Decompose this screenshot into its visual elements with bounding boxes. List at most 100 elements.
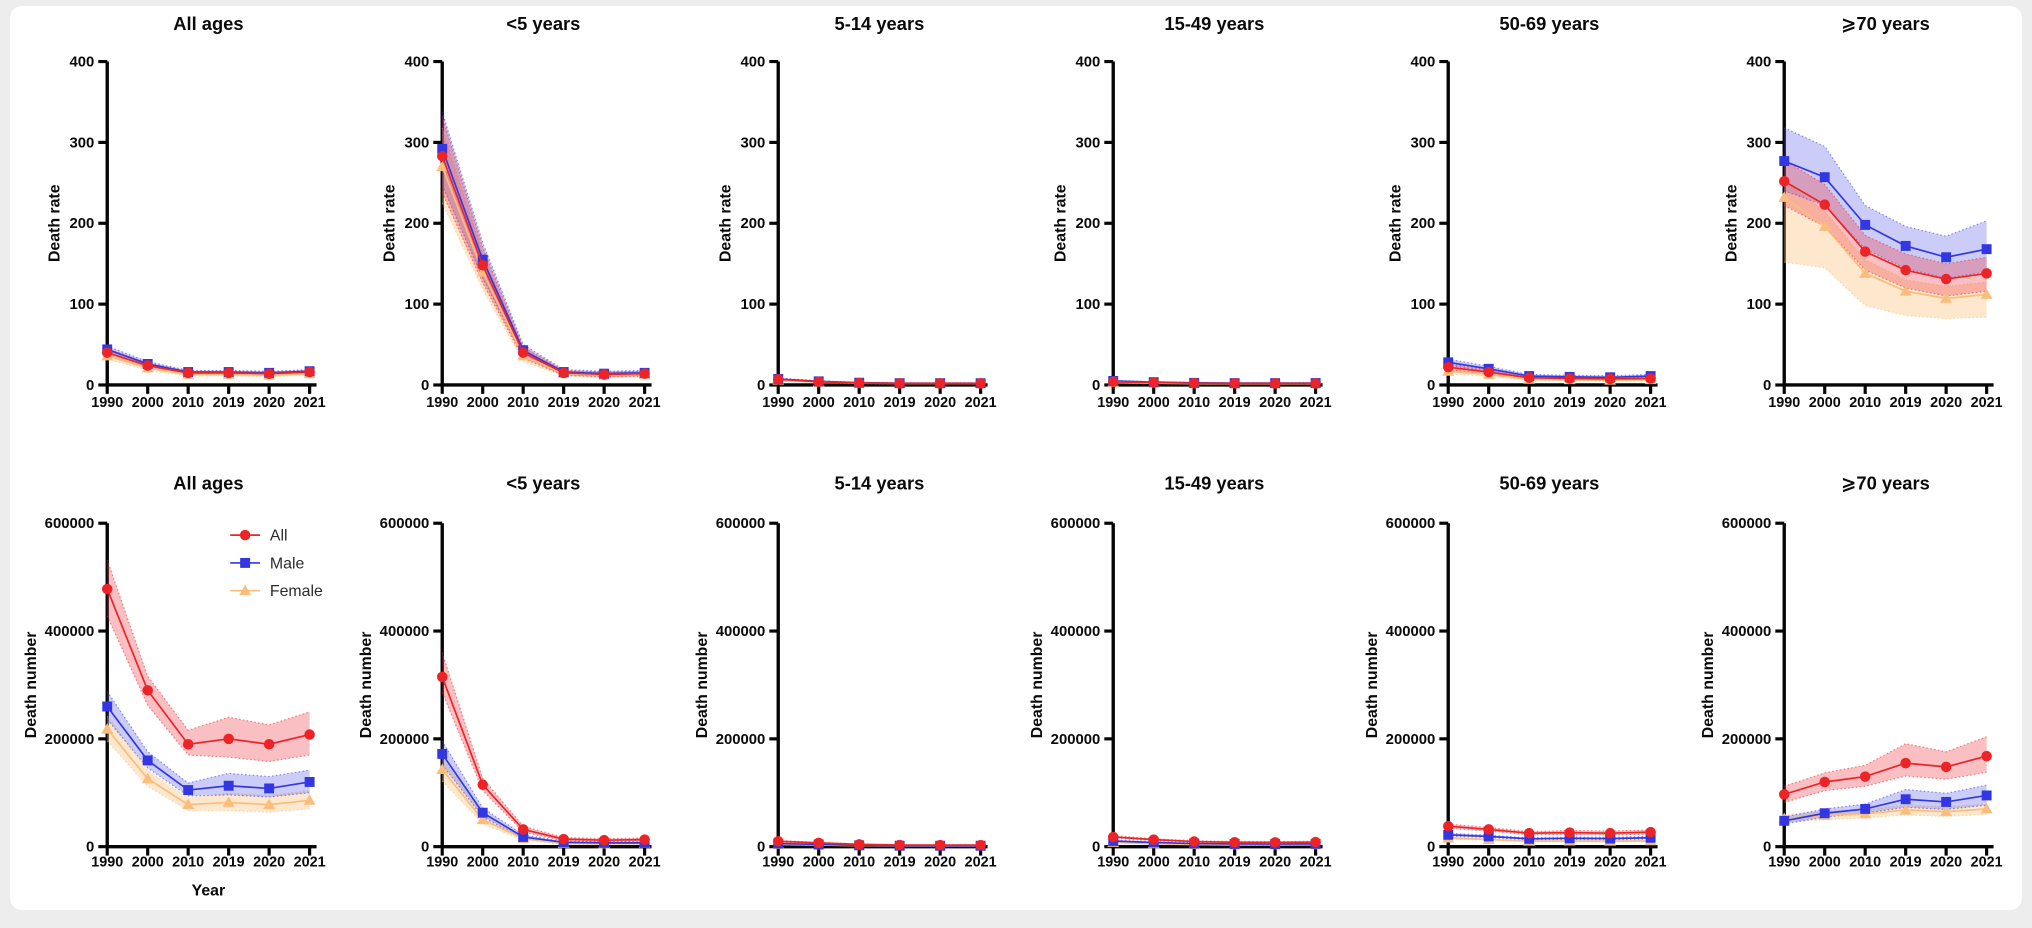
y-tick-label: 200: [740, 216, 765, 232]
x-tick-label: 2019: [213, 854, 245, 870]
y-tick-label: 600000: [45, 516, 95, 532]
series-all-line: [1443, 820, 1657, 839]
data-point-all-2020: [263, 738, 275, 750]
x-tick-label: 2020: [924, 854, 956, 870]
y-tick-label: 200: [1076, 216, 1101, 232]
series-male-line: [102, 701, 315, 795]
data-point-female-2000: [477, 813, 489, 824]
series-female-band: [1783, 180, 1987, 320]
axis-spines: [440, 522, 652, 848]
y-tick-label: 0: [1092, 378, 1100, 394]
x-tick-label: 1990: [762, 395, 794, 411]
data-point-all-2010: [1188, 377, 1200, 389]
chart-panel-number-50-69years: 50-69 years Death number 0 200000 400000 6000…: [1351, 427, 1686, 901]
data-point-all-2020: [1269, 836, 1281, 848]
y-tick-label: 400000: [45, 624, 95, 640]
y-tick-label: 300: [70, 135, 95, 151]
data-point-all-1990: [772, 374, 784, 385]
data-point-all-2021: [975, 839, 986, 851]
x-tick-label: 2021: [629, 854, 661, 870]
data-point-female-2010: [182, 798, 195, 809]
y-tick-label: 0: [1763, 839, 1771, 855]
x-tick-label: 2019: [1554, 854, 1586, 870]
data-point-all-2000: [813, 837, 824, 848]
y-tick-label: 600000: [1051, 516, 1101, 532]
x-tick-label: 2021: [1300, 854, 1332, 870]
data-point-female-2019: [1899, 285, 1912, 296]
y-tick-label: 200: [70, 216, 95, 232]
series-female-band: [1783, 803, 1987, 823]
series-female-line: [1777, 191, 1993, 303]
y-tick-label: 300: [1076, 135, 1101, 151]
data-point-all-2020: [1269, 378, 1281, 389]
data-point-all-2000: [1819, 199, 1830, 210]
data-point-all-2019: [223, 367, 234, 379]
data-point-female-2019: [222, 796, 235, 807]
x-tick-label: 2019: [1219, 395, 1251, 411]
data-point-male-2020: [1940, 796, 1951, 807]
y-axis-label: Death rate: [1388, 184, 1405, 262]
data-point-all-2020: [1940, 761, 1952, 772]
data-point-all-2020: [263, 368, 275, 379]
series-male-line: [1443, 829, 1656, 844]
x-axis-label: Year: [192, 882, 226, 899]
series-all-line: [101, 583, 315, 750]
data-point-all-2019: [558, 367, 570, 379]
x-tick-label: 2000: [1473, 854, 1505, 870]
x-tick-label: 2019: [1219, 854, 1251, 870]
y-tick-label: 200000: [380, 731, 430, 747]
y-axis-label: Death number: [358, 631, 375, 738]
data-point-all-1990: [1107, 831, 1119, 842]
x-tick-label: 2019: [548, 854, 580, 870]
data-point-all-2000: [477, 779, 489, 790]
y-axis-label: Death rate: [1723, 184, 1740, 262]
data-point-all-1990: [1778, 175, 1790, 187]
series-all-line: [1443, 361, 1657, 385]
data-point-all-1990: [101, 347, 113, 358]
data-point-all-2021: [975, 378, 986, 389]
x-tick-label: 1990: [1433, 395, 1465, 411]
x-tick-label: 2010: [1849, 854, 1881, 870]
x-tick-label: 2010: [172, 395, 204, 411]
line-chart-6: All ages Death number 0 200000 400000 600000 1…: [23, 472, 326, 899]
line-chart-1: <5 years Death rate 0 100 200 300 400 1990 2000 2…: [382, 13, 661, 411]
data-point-all-2000: [813, 376, 824, 388]
chart-panel-number-70years: ⩾70 years Death number 0 200000 400000 600000…: [1687, 427, 2022, 901]
line-chart-11: ⩾70 years Death number 0 200000 400000 600000…: [1699, 472, 2002, 870]
x-tick-label: 2020: [1930, 395, 1962, 411]
data-point-male-2000: [478, 254, 488, 265]
data-point-male-2020: [264, 783, 275, 794]
data-point-male-2010: [518, 831, 529, 842]
figure-card: All ages Death rate 0 100 200 300 400 1990 2000 2…: [10, 6, 2022, 910]
y-tick-label: 400000: [1051, 624, 1101, 640]
x-tick-label: 2010: [1514, 854, 1546, 870]
x-tick-label: 2010: [508, 395, 540, 411]
y-tick-label: 400000: [1721, 624, 1771, 640]
data-point-male-1990: [1443, 829, 1454, 840]
y-tick-label: 600000: [1721, 516, 1771, 532]
data-point-all-1990: [437, 671, 448, 682]
data-point-all-2010: [1188, 835, 1200, 847]
line-chart-4: 50-69 years Death rate 0 100 200 300 400 1990 20…: [1388, 13, 1667, 411]
y-tick-label: 300: [1411, 135, 1436, 151]
y-tick-label: 400: [1411, 55, 1436, 71]
data-point-all-2021: [1981, 268, 1992, 279]
legend-label-female: Female: [270, 583, 323, 600]
x-tick-label: 2000: [1138, 854, 1170, 870]
x-tick-label: 2020: [1594, 854, 1626, 870]
x-tick-label: 2020: [1259, 395, 1291, 411]
chart-panel-rate-5-14years: 5-14 years Death rate 0 100 200 300 400 1990 200…: [681, 6, 1016, 427]
x-tick-label: 2021: [1970, 395, 2002, 411]
y-tick-label: 0: [757, 378, 765, 394]
series-all-band: [441, 652, 645, 842]
y-tick-label: 200000: [1386, 731, 1436, 747]
y-tick-label: 400000: [380, 624, 430, 640]
data-point-all-1990: [1107, 376, 1119, 387]
y-tick-label: 300: [740, 135, 765, 151]
x-tick-label: 2021: [294, 395, 326, 411]
data-point-all-2010: [1524, 372, 1535, 383]
x-tick-label: 2019: [1889, 395, 1921, 411]
data-point-all-2019: [1229, 836, 1240, 848]
axis-spines: [105, 61, 317, 387]
data-point-all-2021: [304, 728, 315, 740]
